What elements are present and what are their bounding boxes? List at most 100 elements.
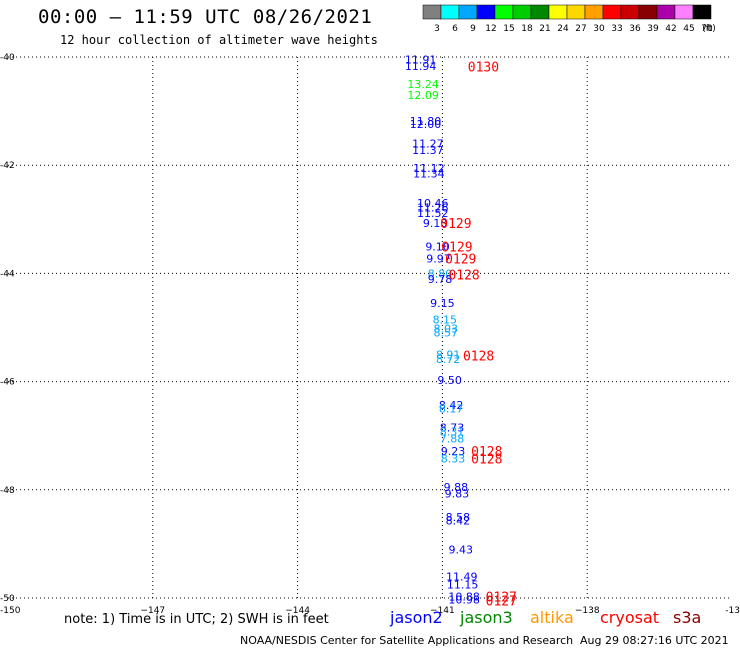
wave-height-label: 8.33 — [441, 452, 466, 465]
legend-swatch — [656, 4, 676, 20]
y-tick-label: -48 — [0, 486, 15, 496]
wave-height-label: 13.24 — [407, 78, 439, 91]
sat-s3a: s3a — [673, 608, 702, 627]
legend-swatch — [476, 4, 496, 20]
x-tick-label: −147 — [140, 606, 165, 616]
wave-height-label: 11.37 — [412, 144, 444, 157]
wave-height-label: 11.49 — [446, 570, 478, 583]
y-tick-label: -46 — [0, 378, 15, 388]
wave-height-label: 12.00 — [410, 118, 442, 131]
wave-height-label: 8.58 — [446, 511, 471, 524]
wave-height-label: 9.43 — [448, 543, 473, 556]
legend-tick-label: 6 — [452, 24, 458, 34]
legend-swatch — [440, 4, 460, 20]
wave-height-label: 8.15 — [433, 313, 458, 326]
legend-tick-label: 12 — [485, 24, 496, 34]
pass-time-label: 0129 — [441, 240, 472, 255]
legend-swatch — [602, 4, 622, 20]
x-tick-label: −138 — [575, 606, 600, 616]
footer-credit: NOAA/NESDIS Center for Satellite Applica… — [240, 634, 574, 647]
x-tick-label: −141 — [430, 606, 455, 616]
pass-time-label: 0129 — [440, 217, 471, 232]
wave-height-label: 8.57 — [434, 326, 459, 339]
wave-height-label: 11.80 — [410, 115, 442, 128]
wave-height-label: 9.23 — [441, 445, 466, 458]
wave-height-label: 8.42 — [446, 515, 471, 528]
wave-height-label: 9.88 — [444, 481, 469, 494]
legend-swatch — [422, 4, 442, 20]
x-tick-label: -13 — [725, 606, 740, 616]
y-tick-label: -42 — [0, 161, 15, 171]
legend-swatch — [548, 4, 568, 20]
x-tick-label: -150 — [0, 606, 21, 616]
wave-height-label: 8.31 — [440, 425, 465, 438]
y-tick-label: -44 — [0, 269, 15, 279]
legend-swatch — [692, 4, 712, 20]
legend-swatch — [494, 4, 514, 20]
legend-tick-label: 9 — [470, 24, 476, 34]
wave-height-label: 8.03 — [434, 323, 459, 336]
legend-swatch — [530, 4, 550, 20]
wave-height-label: 10.98 — [448, 594, 480, 607]
wave-height-label: 10.88 — [448, 590, 480, 603]
wave-height-label: 11.91 — [405, 54, 437, 67]
legend-tick-label: 21 — [539, 24, 550, 34]
pass-time-label: 0127 — [486, 590, 517, 605]
sat-cryosat: cryosat — [600, 608, 660, 627]
legend-tick-label: 3 — [434, 24, 440, 34]
pass-time-label: 0128 — [448, 268, 479, 283]
pass-time-label: 0128 — [471, 452, 502, 467]
legend-tick-label: 33 — [611, 24, 622, 34]
legend-swatch — [584, 4, 604, 20]
pass-time-label: 0128 — [471, 445, 502, 460]
legend-tick-label: 70 — [701, 24, 713, 34]
wave-height-label: 11.27 — [412, 138, 444, 151]
legend-tick-label: 39 — [647, 24, 659, 34]
legend-swatch — [458, 4, 478, 20]
wave-height-label: 11.94 — [405, 60, 437, 73]
footer-note: note: 1) Time is in UTC; 2) SWH is in fe… — [64, 612, 329, 627]
wave-height-label: 7.88 — [440, 432, 465, 445]
sat-altika: altika — [530, 608, 574, 627]
legend-swatch — [566, 4, 586, 20]
legend-tick-label: 27 — [575, 24, 586, 34]
wave-height-label: 11.15 — [447, 578, 479, 591]
x-tick-label: −144 — [285, 606, 310, 616]
sat-jason3: jason3 — [460, 608, 513, 627]
legend-tick-label: 36 — [629, 24, 641, 34]
wave-height-label: 9.50 — [437, 374, 462, 387]
wave-height-label: 9.83 — [445, 488, 470, 501]
footer-timestamp: Aug 29 08:27:16 UTC 2021 — [580, 634, 729, 647]
wave-height-label: 11.26 — [417, 201, 449, 214]
wave-height-label: 9.13 — [423, 217, 448, 230]
wave-height-label: 8.80 — [428, 267, 453, 280]
pass-time-label: 0127 — [486, 595, 517, 610]
legend-tick-label: 30 — [593, 24, 605, 34]
wave-height-label: 11.34 — [413, 167, 445, 180]
legend-swatch — [512, 4, 532, 20]
sat-jason2: jason2 — [390, 608, 443, 627]
legend-swatch — [638, 4, 658, 20]
wave-height-label: 9.97 — [426, 252, 451, 265]
legend-tick-label: 15 — [503, 24, 514, 34]
pass-time-label: 0129 — [445, 252, 476, 267]
wave-height-label: 8.17 — [439, 403, 464, 416]
legend-tick-label: 24 — [557, 24, 569, 34]
wave-height-label: 8.42 — [439, 399, 464, 412]
wave-height-label: 12.09 — [407, 89, 439, 102]
y-tick-label: -40 — [0, 53, 15, 63]
page-subtitle: 12 hour collection of altimeter wave hei… — [60, 33, 378, 47]
wave-height-label: 10.46 — [417, 197, 449, 210]
y-tick-label: -50 — [0, 594, 15, 604]
legend-tick-label: 42 — [665, 24, 676, 34]
wave-height-label: 8.91 — [436, 349, 461, 362]
wave-height-label: 11.52 — [417, 207, 449, 220]
wave-height-label: 8.73 — [440, 422, 465, 435]
legend-swatch — [674, 4, 694, 20]
wave-height-label: 9.10 — [425, 240, 450, 253]
wave-height-label: 8.72 — [436, 353, 461, 366]
wave-height-label: 11.12 — [413, 162, 445, 175]
legend-tick-label: 18 — [521, 24, 533, 34]
legend-unit-label: (ft) — [702, 24, 716, 34]
